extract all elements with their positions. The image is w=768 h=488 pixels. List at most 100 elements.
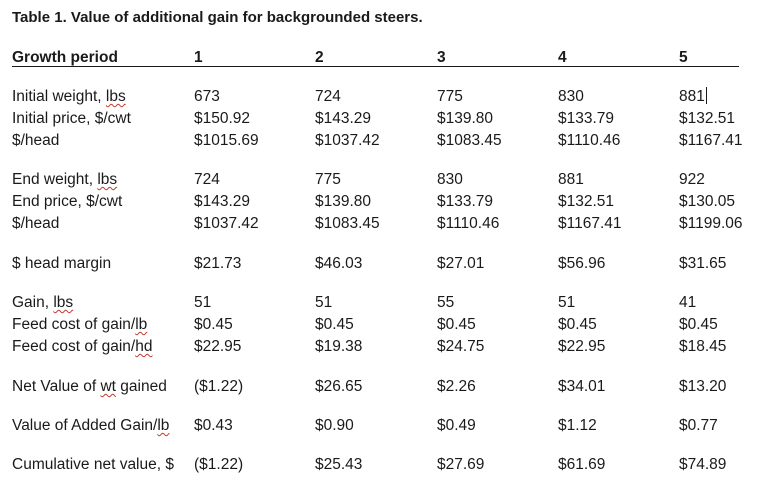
header-label: Growth period: [12, 49, 118, 66]
cell-value: $0.45: [558, 316, 597, 333]
table-row-end-weight: End weight, lbs 724 775 830 881 922: [0, 169, 768, 191]
cell-value: $139.80: [315, 193, 372, 210]
text-cursor: [705, 87, 707, 104]
cell-value: $25.43: [315, 456, 363, 473]
table-row-initial-head: $/head $1015.69 $1037.42 $1083.45 $1110.…: [0, 130, 768, 152]
header-period-3: 3: [437, 49, 446, 66]
cell-value: $21.73: [194, 255, 242, 272]
cell-value: 724: [194, 171, 220, 188]
cell-value: $34.01: [558, 378, 606, 395]
cell-value: 775: [437, 88, 463, 105]
cell-value: $1110.46: [437, 215, 500, 232]
table-row-initial-price: Initial price, $/cwt $150.92 $143.29 $13…: [0, 108, 768, 130]
cell-value: $46.03: [315, 255, 363, 272]
cell-value: 775: [315, 171, 341, 188]
cell-value: $22.95: [194, 338, 242, 355]
row-label: Feed cost of gain/hd: [12, 338, 153, 355]
cell-value-with-caret[interactable]: 881: [679, 87, 707, 105]
table-row-feed-cost-hd: Feed cost of gain/hd $22.95 $19.38 $24.7…: [0, 336, 768, 358]
cell-value: 51: [315, 294, 333, 311]
cell-value: $1110.46: [558, 132, 621, 149]
row-label: Initial weight, lbs: [12, 88, 126, 105]
cell-value: $0.45: [315, 316, 354, 333]
row-label: $/head: [12, 132, 60, 149]
cell-value: $74.89: [679, 456, 727, 473]
cell-value: $27.01: [437, 255, 485, 272]
cell-value: $0.49: [437, 417, 476, 434]
header-period-5: 5: [679, 49, 688, 66]
cell-value: ($1.22): [194, 456, 244, 473]
cell-value: $132.51: [558, 193, 615, 210]
row-label: End price, $/cwt: [12, 193, 123, 210]
table-row-end-price: End price, $/cwt $143.29 $139.80 $133.79…: [0, 191, 768, 213]
cell-value: $1037.42: [194, 215, 259, 232]
cell-value: 724: [315, 88, 341, 105]
cell-value: $19.38: [315, 338, 363, 355]
cell-value: 830: [437, 171, 463, 188]
table-row-value-added-gain: Value of Added Gain/lb $0.43 $0.90 $0.49…: [0, 415, 768, 437]
cell-value: $26.65: [315, 378, 363, 395]
cell-value: $139.80: [437, 110, 494, 127]
row-label: Feed cost of gain/lb: [12, 316, 148, 333]
table-row-head-margin: $ head margin $21.73 $46.03 $27.01 $56.9…: [0, 253, 768, 275]
cell-value: $61.69: [558, 456, 606, 473]
cell-value: $1199.06: [679, 215, 743, 232]
cell-value: $133.79: [558, 110, 615, 127]
header-period-2: 2: [315, 49, 324, 66]
cell-value: $130.05: [679, 193, 736, 210]
row-label: Value of Added Gain/lb: [12, 417, 170, 434]
spellcheck-flag: lb: [135, 316, 148, 333]
table-row-end-head: $/head $1037.42 $1083.45 $1110.46 $1167.…: [0, 213, 768, 235]
cell-value: $18.45: [679, 338, 727, 355]
cell-value: $0.77: [679, 417, 718, 434]
cell-value: $31.65: [679, 255, 727, 272]
table-header-row: Growth period 1 2 3 4 5: [0, 47, 768, 69]
table-row-net-value-wt: Net Value of wt gained ($1.22) $26.65 $2…: [0, 376, 768, 398]
cell-value: 922: [679, 171, 705, 188]
row-label: $/head: [12, 215, 60, 232]
header-period-4: 4: [558, 49, 567, 66]
row-label: Net Value of wt gained: [12, 378, 167, 395]
cell-value: $143.29: [315, 110, 372, 127]
cell-value: $0.45: [194, 316, 233, 333]
header-underline: [12, 66, 739, 67]
row-label: Cumulative net value, $: [12, 456, 174, 473]
cell-value: $1167.41: [679, 132, 743, 149]
cell-value: $133.79: [437, 193, 494, 210]
spellcheck-flag: lbs: [97, 171, 118, 188]
cell-value: $150.92: [194, 110, 251, 127]
row-label: $ head margin: [12, 255, 112, 272]
cell-value: 830: [558, 88, 584, 105]
cell-value: $0.90: [315, 417, 354, 434]
row-label: Gain, lbs: [12, 294, 74, 311]
cell-value: $13.20: [679, 378, 727, 395]
cell-value: $1.12: [558, 417, 597, 434]
table-row-initial-weight: Initial weight, lbs 673 724 775 830 881: [0, 86, 768, 108]
cell-value: $1167.41: [558, 215, 622, 232]
cell-value: 41: [679, 294, 697, 311]
cell-value: $1015.69: [194, 132, 259, 149]
cell-value: $1083.45: [437, 132, 502, 149]
cell-value: $27.69: [437, 456, 485, 473]
cell-value: 881: [558, 171, 584, 188]
cell-value: $2.26: [437, 378, 476, 395]
cell-value: 673: [194, 88, 220, 105]
cell-value: $132.51: [679, 110, 736, 127]
cell-value: 51: [194, 294, 212, 311]
cell-value: $56.96: [558, 255, 606, 272]
header-period-1: 1: [194, 49, 203, 66]
cell-value: $22.95: [558, 338, 606, 355]
cell-value: ($1.22): [194, 378, 244, 395]
table-row-cumulative-net: Cumulative net value, $ ($1.22) $25.43 $…: [0, 454, 768, 476]
cell-value: 51: [558, 294, 576, 311]
spellcheck-flag: lbs: [105, 88, 126, 105]
row-label: Initial price, $/cwt: [12, 110, 131, 127]
cell-value: $0.45: [437, 316, 476, 333]
table-row-gain: Gain, lbs 51 51 55 51 41: [0, 292, 768, 314]
table-title: Table 1. Value of additional gain for ba…: [12, 9, 423, 26]
cell-value: $1037.42: [315, 132, 380, 149]
spellcheck-flag: lbs: [53, 294, 74, 311]
cell-value: $1083.45: [315, 215, 380, 232]
cell-value: $24.75: [437, 338, 485, 355]
